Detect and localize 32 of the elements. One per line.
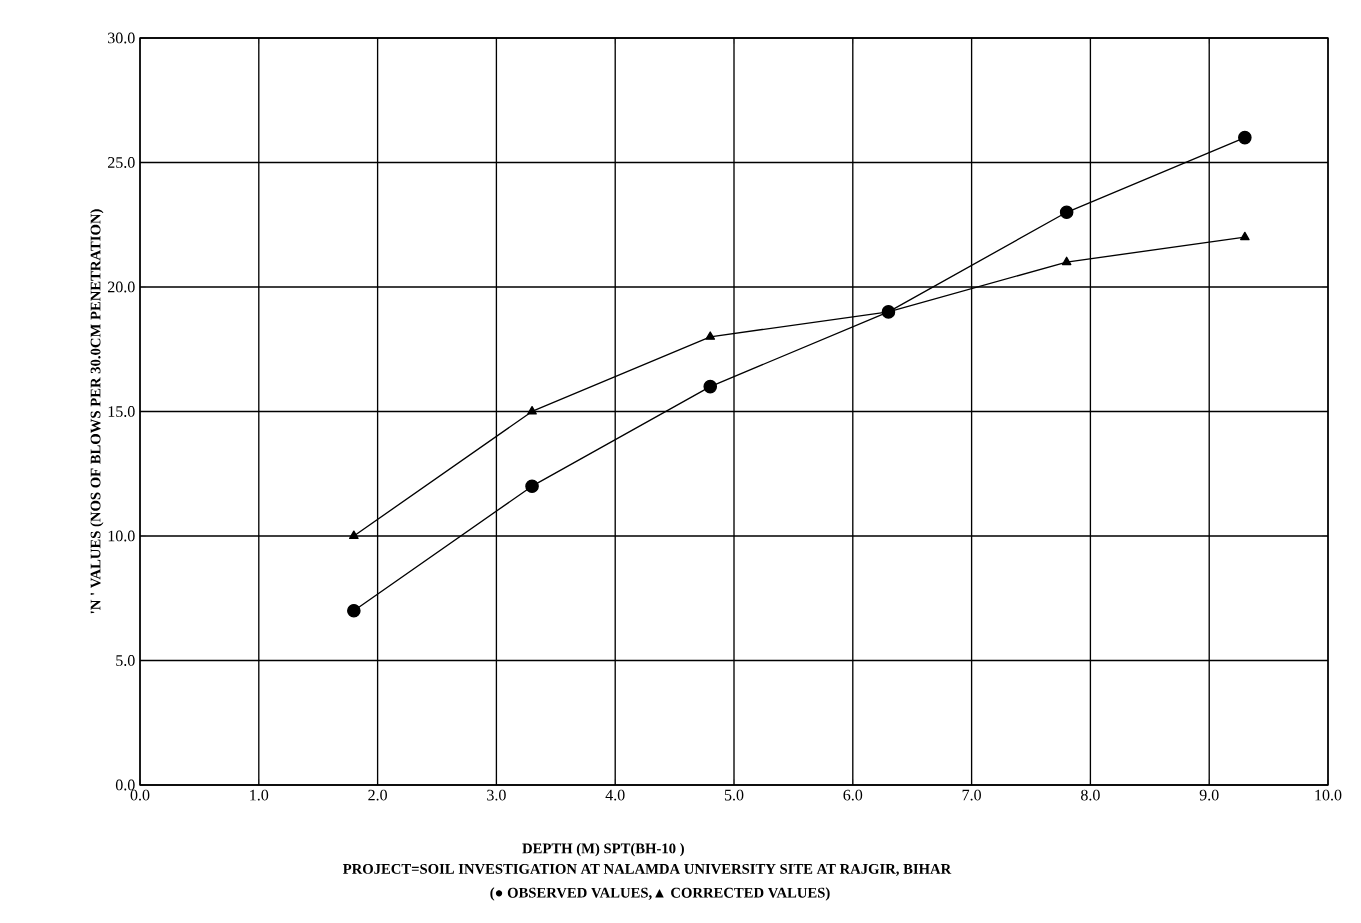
point (1240, 231, 1250, 241)
point (525, 479, 539, 493)
x-tick-label: 9.0 (1199, 789, 1219, 801)
point (1061, 256, 1072, 266)
point (705, 331, 716, 340)
point (347, 603, 361, 618)
x-tick-label: 3.0 (487, 789, 506, 801)
text: (● OBSERVED VALUES,▲ CORRECTED VALUES) (490, 887, 830, 901)
point (703, 379, 718, 394)
x-tick-label: 10.0 (1315, 789, 1342, 801)
x-axis-title: DEPTH (M) SPT(BH-10 ) (522, 843, 684, 857)
x-tick-label: 8.0 (1081, 789, 1100, 801)
text: PROJECT=SOIL INVESTIGATION AT NALAMDA UNIVERSITY SITE AT RAJGIR, BIHAR (342, 864, 952, 876)
x-tick-label: 4.0 (605, 789, 625, 801)
y-tick-label: 0.0 (115, 779, 135, 791)
x-tick-label: 6.0 (843, 789, 863, 801)
x-tick-label: 1.0 (250, 789, 269, 801)
y-tick-label: 20.0 (108, 281, 135, 293)
y-tick-label: 15.0 (108, 406, 135, 417)
y-tick-label: 25.0 (108, 157, 135, 168)
y-tick-label: 5.0 (116, 655, 135, 666)
y-axis-title: 'N ' VALUES (NOS OF BLOWS PER 30.0CM PENETRATION) (90, 209, 104, 614)
point (349, 530, 359, 540)
x-tick-label: 0.0 (130, 789, 150, 801)
x-tick-label: 7.0 (962, 789, 981, 801)
point (527, 406, 537, 415)
point (1238, 130, 1252, 145)
y-tick-label: 30.0 (108, 32, 135, 44)
x-tick-label: 5.0 (724, 789, 744, 801)
x-tick-label: 2.0 (368, 789, 387, 801)
point (1059, 205, 1074, 220)
y-tick-label: 10.0 (108, 530, 135, 542)
